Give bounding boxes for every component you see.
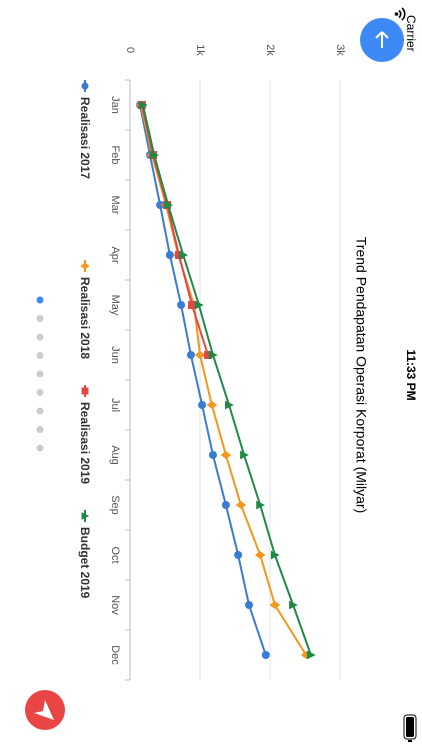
x-tick-label: Dec <box>109 645 121 665</box>
marker <box>240 450 249 460</box>
marker <box>150 150 159 160</box>
marker <box>208 350 218 360</box>
marker <box>306 650 316 660</box>
back-button[interactable] <box>360 18 404 62</box>
marker <box>261 651 270 659</box>
marker <box>81 387 89 395</box>
marker <box>220 451 232 459</box>
page-dots <box>36 296 44 452</box>
legend-label: Realisasi 2018 <box>78 277 92 359</box>
wifi-icon <box>394 7 406 21</box>
marker <box>80 262 90 270</box>
x-tick-label: Oct <box>109 546 121 563</box>
marker <box>235 501 247 509</box>
y-tick-label: 0 <box>124 47 136 53</box>
series-line <box>139 104 267 656</box>
x-tick-label: Sep <box>109 495 121 515</box>
marker <box>270 550 280 560</box>
marker <box>206 401 218 409</box>
chart-title: Trend Pendapatan Operasi Korporat (Milya… <box>353 237 369 514</box>
legend-label: Realisasi 2019 <box>78 402 92 484</box>
marker <box>194 300 204 310</box>
marker <box>187 301 196 309</box>
marker <box>221 501 230 509</box>
page-dot <box>36 407 44 415</box>
nav-button[interactable] <box>25 690 65 730</box>
x-tick-label: Jan <box>109 96 121 114</box>
marker <box>164 200 173 210</box>
y-tick-label: 1k <box>194 44 206 56</box>
series-line <box>140 104 210 356</box>
marker <box>234 551 243 559</box>
clock: 11:33 PM <box>404 349 418 400</box>
series-line <box>141 104 312 656</box>
x-tick-label: May <box>109 295 121 316</box>
x-tick-label: Jul <box>109 398 121 412</box>
page-dot <box>36 315 44 322</box>
legend-label: Budget 2019 <box>78 527 92 599</box>
page-dot <box>36 444 44 452</box>
marker <box>138 100 148 110</box>
marker <box>81 82 89 90</box>
x-tick-label: Apr <box>109 246 121 263</box>
page-dot <box>36 389 44 396</box>
page-dot <box>36 352 44 359</box>
x-tick-label: Mar <box>109 196 121 215</box>
marker <box>165 251 174 259</box>
marker <box>289 600 298 610</box>
page-dot <box>36 370 44 378</box>
marker <box>255 551 266 559</box>
x-tick-label: Nov <box>109 595 121 615</box>
marker <box>208 451 217 459</box>
marker <box>194 351 206 359</box>
marker <box>179 250 188 260</box>
page-dot <box>36 426 44 433</box>
marker <box>256 500 265 510</box>
marker <box>156 201 165 209</box>
marker <box>225 400 234 410</box>
marker <box>177 301 186 309</box>
y-tick-label: 2k <box>264 44 276 56</box>
marker <box>186 351 195 359</box>
marker <box>198 401 207 409</box>
x-tick-label: Aug <box>109 445 121 465</box>
series-line <box>140 104 307 656</box>
legend-label: Realisasi 2017 <box>78 97 92 179</box>
marker <box>269 601 281 609</box>
marker <box>81 512 90 520</box>
x-tick-label: Jun <box>109 346 121 364</box>
y-tick-label: 3k <box>334 44 346 56</box>
battery-icon <box>403 714 417 742</box>
page-dot <box>36 333 44 341</box>
x-tick-label: Feb <box>109 146 121 165</box>
marker <box>245 601 253 609</box>
carrier: Carrier <box>404 15 418 52</box>
page-dot <box>36 296 44 304</box>
